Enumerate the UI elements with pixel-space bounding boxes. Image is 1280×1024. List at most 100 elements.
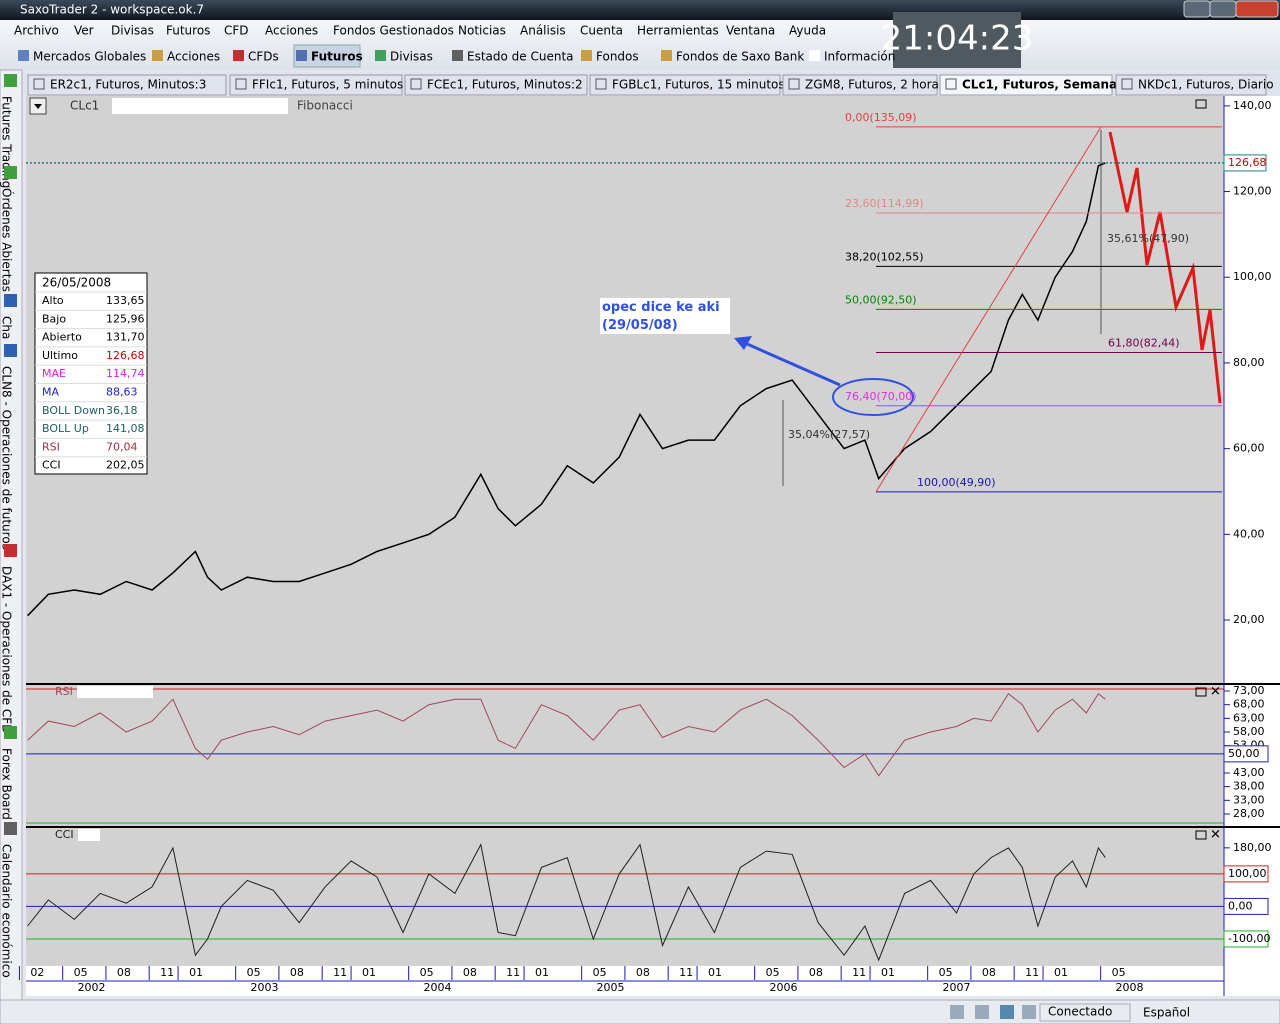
toolbar-button[interactable]: Fondos de Saxo Bank	[676, 50, 804, 64]
x-tick-label: 08	[809, 966, 823, 979]
indicator-line	[27, 843, 1106, 962]
side-tab[interactable]: Calendario económico	[0, 844, 14, 978]
panel-maximize[interactable]	[1195, 99, 1207, 109]
measure-label: 35,04%(27,57)	[788, 428, 870, 441]
side-tab[interactable]: CLN8 - Operaciones de futuros	[0, 366, 14, 550]
tab-icon	[788, 78, 800, 90]
toolbar-button[interactable]: Estado de Cuenta	[467, 50, 574, 64]
toolbar-button[interactable]: Mercados Globales	[33, 50, 146, 64]
info-value: 114,74	[106, 367, 145, 380]
toolbar-icon	[452, 50, 463, 61]
tab-icon	[1121, 78, 1133, 90]
panel-maximize[interactable]	[1195, 687, 1207, 697]
minimize-button[interactable]	[1183, 0, 1211, 18]
tab[interactable]	[939, 74, 1113, 96]
reference-label-box	[1223, 897, 1269, 915]
reference-label-box	[1223, 745, 1269, 763]
toolbar-button[interactable]: Futuros	[311, 50, 363, 64]
close-button[interactable]	[1235, 0, 1279, 18]
tab-label[interactable]: CLc1, Futuros, Semanal	[962, 78, 1121, 92]
indicator-line	[27, 692, 1106, 777]
side-tab[interactable]: Futures Trading	[0, 96, 14, 188]
info-value: 125,96	[106, 312, 145, 325]
x-tick-label: 08	[636, 966, 650, 979]
tab[interactable]	[589, 74, 781, 96]
tab-label[interactable]: ER2c1, Futuros, Minutos:3	[50, 78, 206, 92]
info-label: Ultimo	[42, 349, 78, 362]
menu-item[interactable]: Ver	[74, 24, 94, 38]
tab-label[interactable]: FCEc1, Futuros, Minutos:2	[427, 78, 583, 92]
info-value: 88,63	[106, 386, 138, 399]
fib-label: 50,00(92,50)	[845, 293, 917, 306]
menu-item[interactable]: Ayuda	[789, 24, 826, 38]
tab-label[interactable]: NKDc1, Futuros, Diario	[1138, 78, 1274, 92]
tab-icon	[595, 78, 607, 90]
tab[interactable]	[404, 74, 588, 96]
menu-item[interactable]: Divisas	[111, 24, 154, 38]
toolbar-button[interactable]: Acciones	[167, 50, 220, 64]
menu-item[interactable]: Archivo	[14, 24, 59, 38]
menu-item[interactable]: Análisis	[520, 24, 566, 38]
panel-close[interactable]: ✕	[1210, 685, 1221, 700]
study-dropdown[interactable]: Fibonacci	[297, 99, 353, 113]
info-label: Abierto	[42, 331, 82, 344]
tab-icon	[410, 78, 422, 90]
toolbar-icon	[661, 50, 672, 61]
x-tick-label: 01	[189, 966, 203, 979]
info-value: 133,65	[106, 294, 145, 307]
info-date: 26/05/2008	[42, 276, 111, 290]
toolbar-button[interactable]: Divisas	[390, 50, 433, 64]
x-tick-label: 01	[708, 966, 722, 979]
chart-area	[26, 96, 1224, 966]
y-tick-label: 63,00	[1233, 711, 1265, 724]
current-price-label: 126,68	[1228, 156, 1267, 169]
info-label: Bajo	[42, 312, 66, 325]
tab[interactable]	[27, 74, 227, 96]
panel-close[interactable]: ✕	[1210, 828, 1221, 843]
x-tick-label: 01	[535, 966, 549, 979]
menu-item[interactable]: Futuros	[166, 24, 210, 38]
fib-label: 100,00(49,90)	[917, 476, 996, 489]
side-tab[interactable]: DAX1 - Operaciones de CFD	[0, 566, 14, 733]
menu-item[interactable]: Noticias	[458, 24, 506, 38]
toolbar-button-bg[interactable]	[293, 44, 361, 68]
menu-item[interactable]: Cuenta	[580, 24, 623, 38]
reference-label-box	[1223, 930, 1269, 948]
toolbar-icon	[375, 50, 386, 61]
panel-maximize[interactable]	[1195, 830, 1207, 840]
panel-input	[78, 829, 100, 841]
year-label: 2005	[597, 981, 625, 994]
menu-item[interactable]: Fondos Gestionados	[333, 24, 454, 38]
tab[interactable]	[229, 74, 403, 96]
tab-label[interactable]: FFIc1, Futuros, 5 minutos	[252, 78, 403, 92]
tab[interactable]	[1115, 74, 1267, 96]
y-tick-label: 73,00	[1233, 684, 1265, 697]
side-tab[interactable]: Cha	[0, 316, 14, 339]
symbol-input[interactable]	[112, 98, 288, 114]
tab[interactable]	[782, 74, 938, 96]
year-label: 2003	[251, 981, 279, 994]
tab-label[interactable]: FGBLc1, Futuros, 15 minutos	[612, 78, 785, 92]
fib-label: 61,80(82,44)	[1108, 336, 1180, 349]
y-tick-label: 80,00	[1233, 356, 1265, 369]
menu-item[interactable]: Acciones	[265, 24, 318, 38]
panel-title: CCI	[55, 828, 74, 841]
side-tab-icon	[4, 726, 17, 739]
side-tab[interactable]: Órdenes Abiertas	[0, 188, 15, 292]
menu-item[interactable]: Ventana	[726, 24, 775, 38]
status-cell	[1039, 1003, 1131, 1022]
fib-label: 38,20(102,55)	[845, 250, 924, 263]
side-tab[interactable]: Forex Board	[0, 748, 14, 820]
x-tick-label: 05	[74, 966, 88, 979]
info-value: 70,04	[106, 440, 138, 453]
toolbar-button[interactable]: Fondos	[596, 50, 639, 64]
toolbar-button[interactable]: CFDs	[248, 50, 279, 64]
symbol[interactable]: CLc1	[70, 99, 99, 113]
toolbar-button[interactable]: Información	[824, 50, 895, 64]
info-value: 131,70	[106, 331, 145, 344]
side-tab-icon	[4, 544, 17, 557]
tab-label[interactable]: ZGM8, Futuros, 2 horas	[805, 78, 945, 92]
menu-item[interactable]: CFD	[224, 24, 249, 38]
maximize-button[interactable]	[1209, 0, 1237, 18]
menu-item[interactable]: Herramientas	[637, 24, 719, 38]
